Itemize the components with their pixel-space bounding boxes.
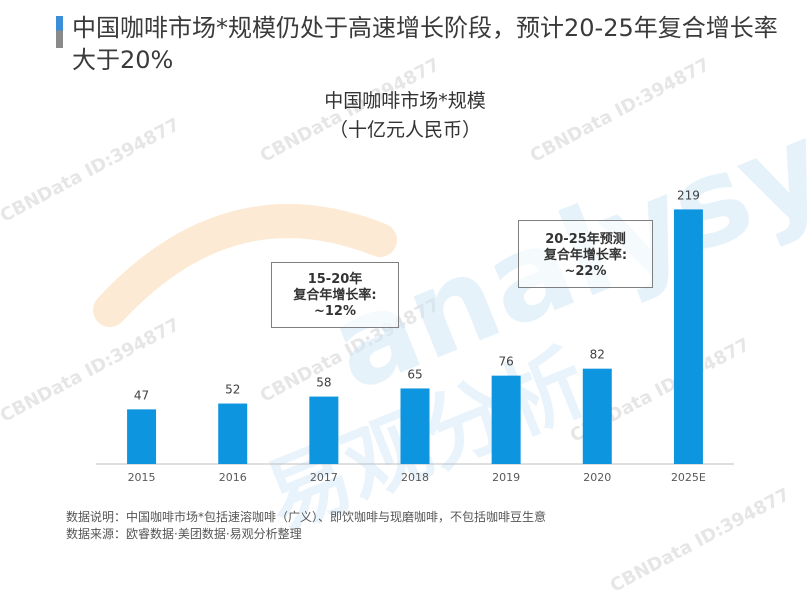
bar-chart: 47 2015 52 2016 58 2017 65 2018 76 2019 82 2020 219 2… bbox=[96, 188, 734, 484]
x-tick-label: 2025E bbox=[671, 471, 706, 484]
x-tick-label: 2017 bbox=[310, 471, 338, 484]
x-tick-label: 2019 bbox=[492, 471, 520, 484]
bar bbox=[673, 209, 703, 464]
cagr-period: 15-20年 bbox=[307, 272, 363, 287]
bar bbox=[582, 368, 612, 464]
x-tick-label: 2018 bbox=[401, 471, 429, 484]
chart-unit-label: （十亿元人民币） bbox=[328, 119, 481, 141]
bar-value-label: 58 bbox=[316, 376, 331, 390]
cagr-annotation-2020-2025: 20-25年预测 复合年增长率: ~22% bbox=[518, 220, 653, 288]
title-accent-bar bbox=[56, 16, 63, 48]
chart-title: 中国咖啡市场*规模 bbox=[324, 90, 486, 112]
x-tick-label: 2020 bbox=[583, 471, 611, 484]
bar-value-label: 52 bbox=[225, 383, 240, 397]
cagr-value: ~22% bbox=[564, 264, 607, 279]
footnote-data-note: 数据说明：中国咖啡市场*包括速溶咖啡（广义）、即饮咖啡与现磨咖啡，不包括咖啡豆生… bbox=[66, 510, 547, 524]
bar bbox=[491, 375, 521, 464]
bar-value-label: 76 bbox=[499, 355, 514, 369]
page-title: 中国咖啡市场*规模仍处于高速增长阶段，预计20-25年复合增长率大于20% bbox=[72, 14, 778, 74]
page-header: 中国咖啡市场*规模仍处于高速增长阶段，预计20-25年复合增长率大于20% bbox=[56, 12, 796, 76]
cagr-period: 20-25年预测 bbox=[545, 232, 626, 247]
bar-value-label: 47 bbox=[134, 388, 149, 402]
x-tick-label: 2015 bbox=[128, 471, 156, 484]
cagr-label: 复合年增长率: bbox=[293, 288, 377, 303]
bar bbox=[218, 403, 248, 464]
bar bbox=[127, 409, 157, 464]
cagr-value: ~12% bbox=[313, 304, 356, 319]
x-tick-label: 2016 bbox=[219, 471, 247, 484]
bar-value-label: 219 bbox=[677, 188, 700, 202]
bar bbox=[400, 388, 430, 464]
footnote-data-source: 数据来源：欧睿数据·美团数据·易观分析整理 bbox=[66, 527, 302, 541]
cagr-annotation-2015-2020: 15-20年 复合年增长率: ~12% bbox=[271, 262, 399, 328]
bar bbox=[309, 396, 339, 464]
cagr-label: 复合年增长率: bbox=[543, 248, 628, 263]
bar-value-label: 82 bbox=[590, 348, 605, 362]
bar-value-label: 65 bbox=[407, 367, 422, 381]
